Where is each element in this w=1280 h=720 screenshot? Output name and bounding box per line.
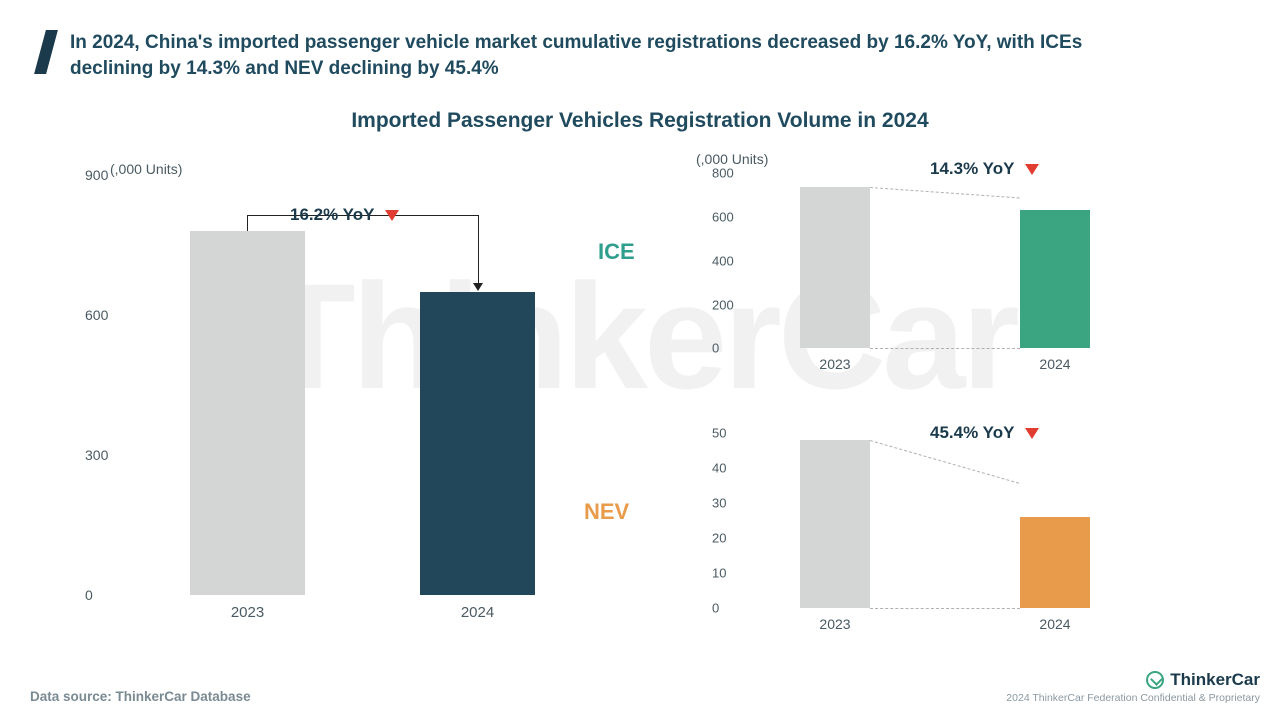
charts-area: (,000 Units) 0 300 600 900 2023 2024 16.…	[0, 151, 1280, 651]
ice-plot: 0 200 400 600 800 2023 2024	[750, 173, 1180, 348]
nev-connector-bottom	[870, 608, 1020, 609]
ytick: 600	[85, 307, 108, 323]
nev-bar-2024	[1020, 517, 1090, 608]
ytick: 0	[712, 601, 719, 616]
xlabel: 2023	[800, 356, 870, 372]
ytick: 300	[85, 447, 108, 463]
yoy-text: 16.2% YoY	[290, 205, 374, 224]
ytick: 30	[712, 496, 726, 511]
nev-label: NEV	[584, 499, 629, 525]
chart-title: Imported Passenger Vehicles Registration…	[0, 109, 1280, 133]
xlabel: 2024	[1020, 356, 1090, 372]
nev-plot: 0 10 20 30 40 50 2023 2024	[750, 433, 1180, 608]
ytick: 20	[712, 531, 726, 546]
ice-label: ICE	[598, 239, 635, 265]
footer: Data source: ThinkerCar Database Thinker…	[30, 670, 1260, 704]
brand-block: ThinkerCar 2024 ThinkerCar Federation Co…	[1006, 670, 1260, 704]
data-source: Data source: ThinkerCar Database	[30, 689, 251, 704]
yoy-connector-v1	[247, 215, 248, 231]
yoy-connector-v2	[478, 215, 479, 283]
header: In 2024, China's imported passenger vehi…	[0, 0, 1280, 91]
ice-yoy: 14.3% YoY	[930, 159, 1039, 179]
total-chart: (,000 Units) 0 300 600 900 2023 2024 16.…	[40, 151, 640, 651]
ytick: 0	[712, 341, 719, 356]
ytick: 800	[712, 166, 734, 181]
ytick: 10	[712, 566, 726, 581]
bar-2023	[190, 231, 305, 595]
ytick: 600	[712, 210, 734, 225]
ytick: 50	[712, 426, 726, 441]
arrow-head-icon	[473, 283, 483, 291]
ice-bar-2023	[800, 187, 870, 348]
xlabel: 2023	[190, 604, 305, 621]
down-triangle-icon	[1025, 428, 1039, 439]
nev-connector-top	[870, 440, 1019, 484]
nev-bar-2023	[800, 440, 870, 608]
ice-connector-bottom	[870, 348, 1020, 349]
ytick: 0	[85, 587, 93, 603]
bar-2024	[420, 292, 535, 595]
brand: ThinkerCar	[1006, 670, 1260, 690]
yoy-text: 14.3% YoY	[930, 159, 1014, 178]
xlabel: 2024	[1020, 616, 1090, 632]
left-plot: 0 300 600 900 2023 2024 16.2% YoY	[130, 175, 610, 595]
ice-connector-top	[870, 187, 1020, 198]
xlabel: 2023	[800, 616, 870, 632]
nev-chart: NEV 0 10 20 30 40 50 2023 2024 45.4% YoY	[640, 411, 1260, 651]
nev-yoy: 45.4% YoY	[930, 423, 1039, 443]
ytick: 200	[712, 297, 734, 312]
ytick: 40	[712, 461, 726, 476]
ytick: 900	[85, 167, 108, 183]
right-column: ICE (,000 Units) 0 200 400 600 800 2023 …	[640, 151, 1260, 651]
brand-logo-icon	[1146, 671, 1164, 689]
ice-bar-2024	[1020, 210, 1090, 348]
down-triangle-icon	[1025, 164, 1039, 175]
header-text: In 2024, China's imported passenger vehi…	[70, 30, 1170, 81]
xlabel: 2024	[420, 604, 535, 621]
yoy-text: 45.4% YoY	[930, 423, 1014, 442]
ice-chart: ICE (,000 Units) 0 200 400 600 800 2023 …	[640, 151, 1260, 391]
down-triangle-icon	[385, 210, 399, 221]
header-accent-bar	[34, 30, 58, 74]
confidential-text: 2024 ThinkerCar Federation Confidential …	[1006, 692, 1260, 704]
yoy-label: 16.2% YoY	[290, 205, 399, 225]
ytick: 400	[712, 253, 734, 268]
brand-name: ThinkerCar	[1170, 670, 1260, 690]
